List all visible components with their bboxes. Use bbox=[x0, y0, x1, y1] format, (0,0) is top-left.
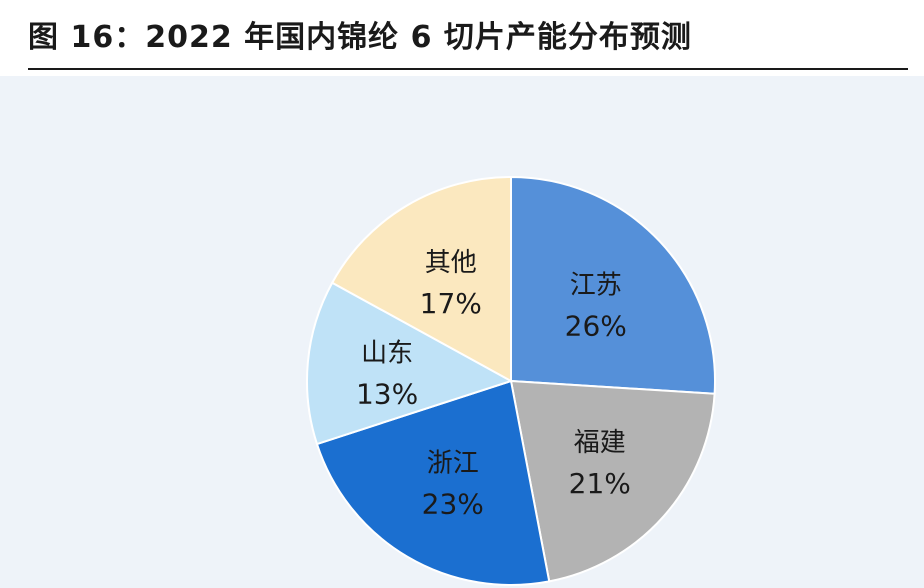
pie-slice-2 bbox=[509, 379, 716, 583]
pie-labels: 江苏 26% 福建 21% 浙江 23% 山东 13% 其他 17% bbox=[356, 248, 631, 520]
pie-slices bbox=[306, 175, 717, 586]
figure-title: 图 16：2022 年国内锦纶 6 切片产能分布预测 bbox=[28, 20, 692, 55]
slice-name-label: 福建 bbox=[574, 428, 626, 458]
slice-percent-label: 13% bbox=[356, 377, 418, 410]
slice-name-label: 浙江 bbox=[427, 448, 479, 478]
pie-slice-5 bbox=[330, 175, 512, 383]
title-divider bbox=[28, 68, 908, 70]
slice-name-label: 其他 bbox=[425, 248, 477, 278]
pie-chart: 江苏 26% 福建 21% 浙江 23% 山东 13% 其他 17% bbox=[306, 175, 717, 586]
slice-percent-label: 26% bbox=[565, 309, 627, 342]
pie-slice-3 bbox=[315, 379, 551, 586]
pie-slice-1 bbox=[510, 175, 717, 395]
slice-name-label: 山东 bbox=[361, 338, 413, 368]
slice-percent-label: 17% bbox=[420, 287, 482, 320]
pie-slice-4 bbox=[306, 281, 514, 446]
chart-area: 江苏 26% 福建 21% 浙江 23% 山东 13% 其他 17% bbox=[0, 76, 924, 588]
slice-percent-label: 23% bbox=[422, 487, 484, 520]
slice-percent-label: 21% bbox=[569, 467, 631, 500]
slice-name-label: 江苏 bbox=[570, 270, 622, 300]
